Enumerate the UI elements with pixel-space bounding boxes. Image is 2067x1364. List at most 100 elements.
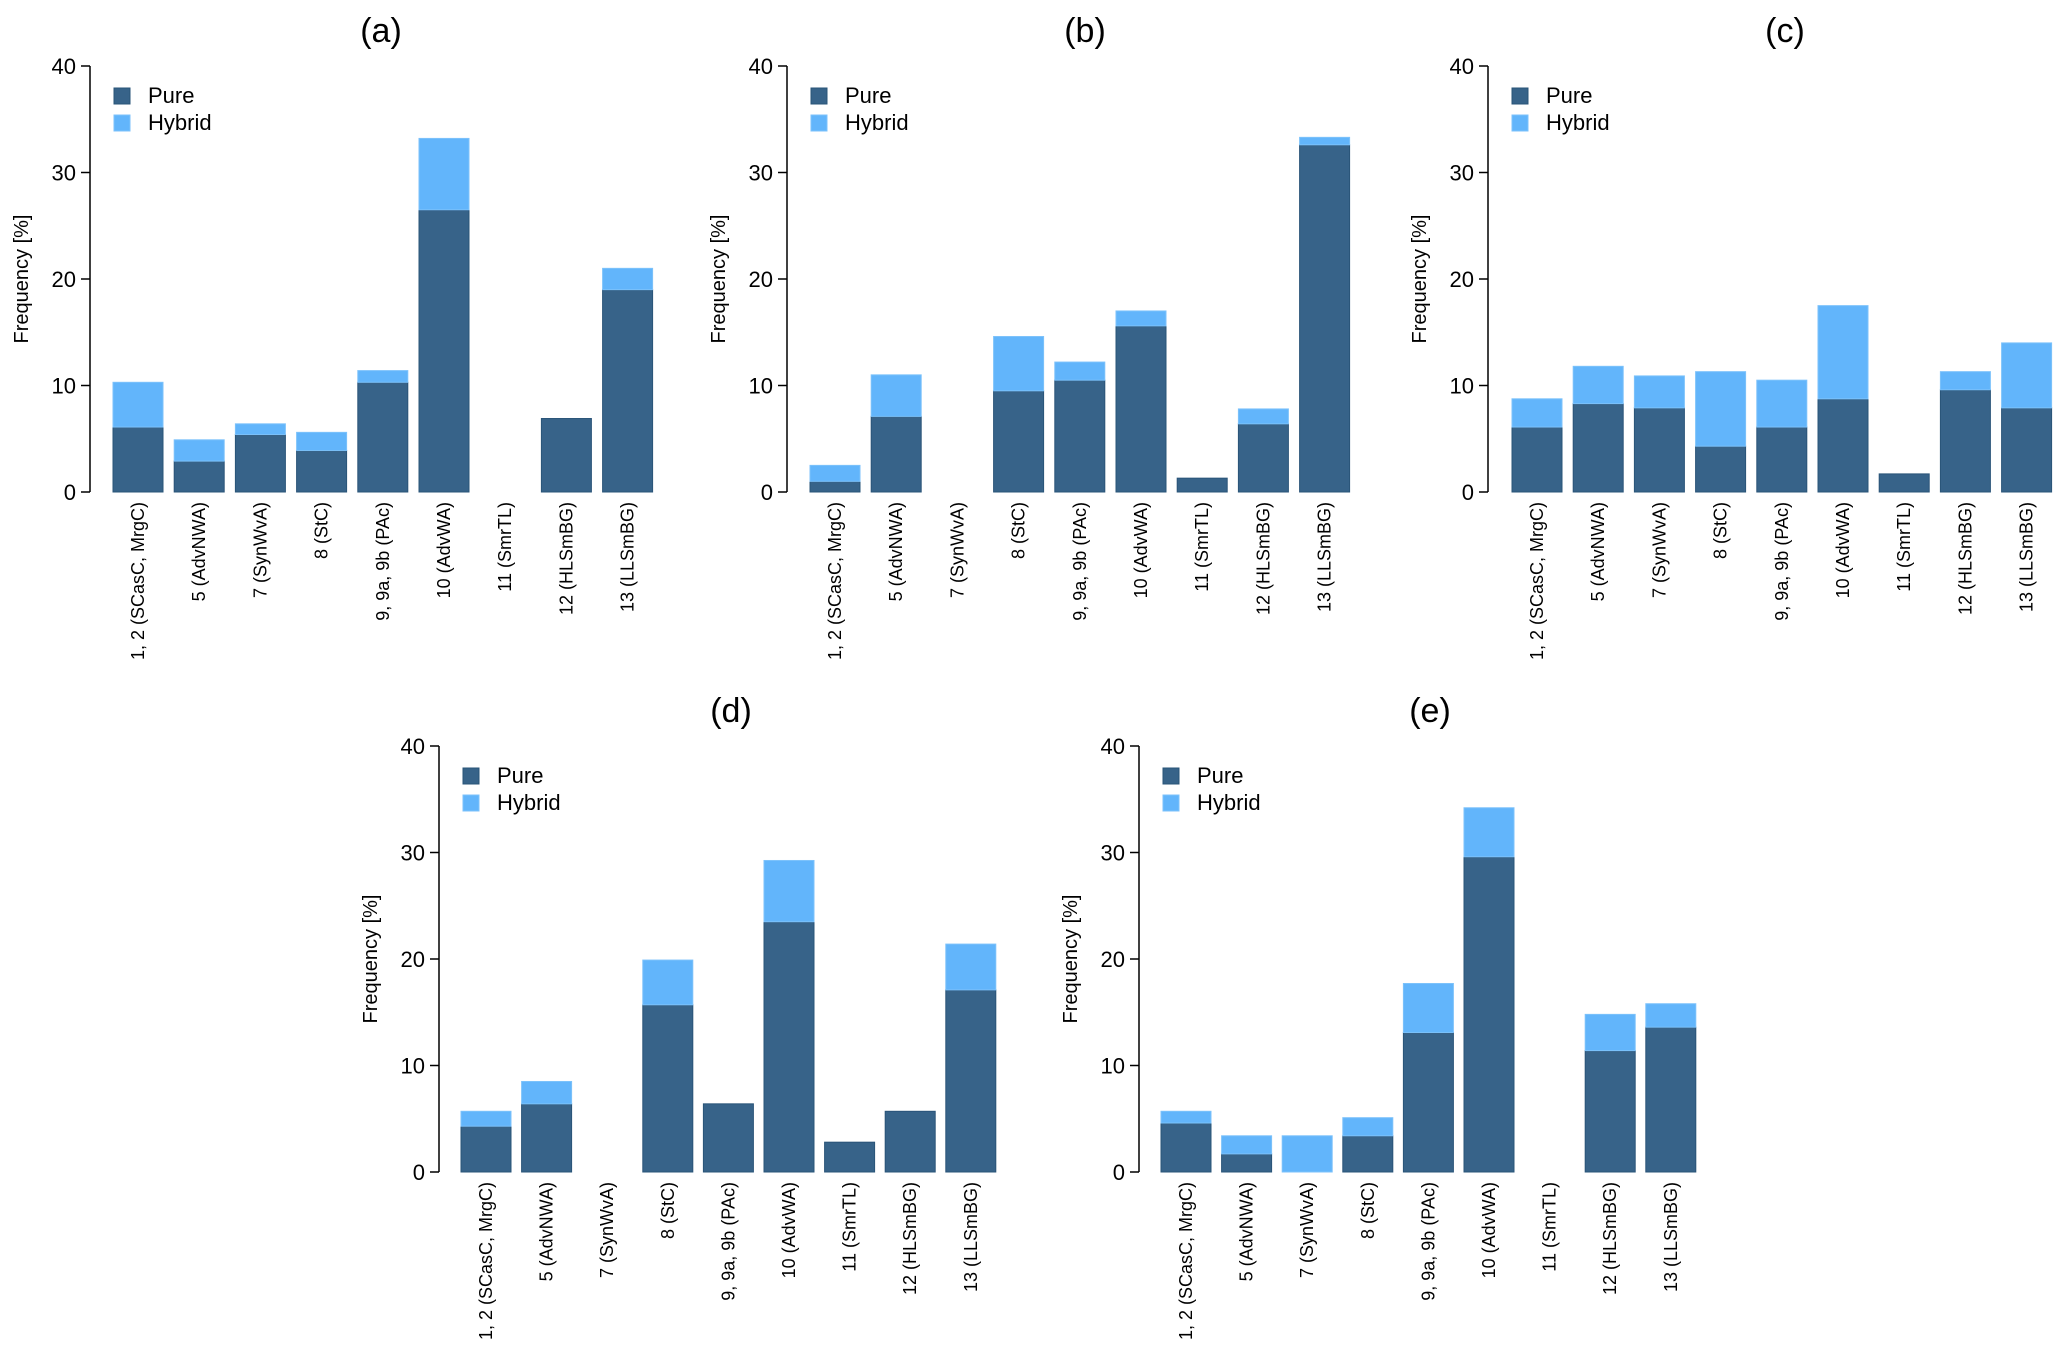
bar-hybrid[interactable] [173,439,225,462]
bar-pure[interactable] [945,989,997,1173]
bar-pure[interactable] [234,433,286,493]
bar-pure[interactable] [1572,403,1624,493]
bar-hybrid[interactable] [1463,807,1515,858]
bar-pure[interactable] [1633,407,1685,493]
x-tick-label: 10 (AdvWA) [1833,502,1853,598]
bar-hybrid[interactable] [357,370,409,383]
legend-swatch-pure [1162,767,1180,785]
x-tick-label: 11 (SmrTL) [840,1182,860,1272]
chart-title: (c) [1765,12,1805,50]
bar-hybrid[interactable] [1633,375,1685,409]
x-tick-label: 9, 9a, 9b (PAc) [718,1182,738,1301]
y-tick-label: 30 [749,161,773,186]
bar-hybrid[interactable] [1511,398,1563,428]
bar-hybrid[interactable] [1299,136,1351,146]
bar-pure[interactable] [1463,856,1515,1173]
bar-pure[interactable] [1299,144,1351,493]
bar-hybrid[interactable] [234,423,286,435]
bar-hybrid[interactable] [1054,361,1106,381]
bar-pure[interactable] [1054,379,1106,493]
legend-label-hybrid: Hybrid [1546,110,1610,135]
bar-pure[interactable] [809,480,861,493]
x-tick-label: 12 (HLSmBG) [1253,502,1273,615]
bar-pure[interactable] [1342,1135,1394,1173]
x-tick-label: 7 (SynWvA) [597,1182,617,1278]
bar-hybrid[interactable] [418,137,470,211]
bar-hybrid[interactable] [1221,1135,1273,1155]
bar-pure[interactable] [1939,389,1991,493]
x-tick-label: 10 (AdvWA) [779,1182,799,1278]
bar-pure[interactable] [296,449,348,493]
bar-hybrid[interactable] [296,431,348,451]
bar-hybrid[interactable] [1237,408,1289,425]
bar-pure[interactable] [1817,398,1869,493]
bar-hybrid[interactable] [460,1110,512,1127]
bar-pure[interactable] [1402,1031,1454,1173]
bar-hybrid[interactable] [2001,342,2053,409]
bar-pure[interactable] [540,418,592,493]
bar-pure[interactable] [418,209,470,493]
bar-hybrid[interactable] [1817,305,1869,400]
bar-hybrid[interactable] [602,267,654,291]
legend-swatch-hybrid [810,114,828,132]
bar-hybrid[interactable] [870,374,922,417]
bar-hybrid[interactable] [1939,371,1991,391]
x-tick-label: 11 (SmrTL) [495,502,515,592]
bar-pure[interactable] [1645,1026,1697,1173]
y-tick-label: 10 [1450,374,1474,399]
bar-pure[interactable] [1160,1122,1212,1173]
bar-hybrid[interactable] [1756,379,1808,428]
y-tick-label: 10 [52,374,76,399]
bar-pure[interactable] [870,415,922,493]
x-tick-label: 12 (HLSmBG) [556,502,576,615]
bar-hybrid[interactable] [1281,1135,1333,1173]
legend-label-pure: Pure [1546,83,1592,108]
bar-pure[interactable] [1115,325,1167,493]
bar-hybrid[interactable] [809,464,861,482]
bar-hybrid[interactable] [112,381,164,428]
bar-pure[interactable] [1584,1050,1636,1173]
bar-hybrid[interactable] [642,959,694,1006]
bar-hybrid[interactable] [1695,371,1747,447]
bar-pure[interactable] [173,460,225,493]
bar-pure[interactable] [1176,477,1228,493]
bar-pure[interactable] [1511,426,1563,493]
bar-pure[interactable] [1878,473,1930,493]
bar-pure[interactable] [357,381,409,493]
bar-pure[interactable] [602,289,654,493]
bar-hybrid[interactable] [1115,310,1167,327]
bar-pure[interactable] [763,921,815,1173]
x-tick-label: 10 (AdvWA) [1479,1182,1499,1278]
bar-hybrid[interactable] [763,859,815,923]
y-tick-label: 20 [749,267,773,292]
bar-hybrid[interactable] [521,1080,573,1105]
bar-pure[interactable] [702,1103,754,1173]
bar-pure[interactable] [642,1004,694,1173]
y-tick-label: 30 [401,841,425,866]
bar-hybrid[interactable] [1645,1003,1697,1028]
bar-pure[interactable] [460,1125,512,1173]
bar-pure[interactable] [824,1141,876,1173]
bar-hybrid[interactable] [1402,982,1454,1033]
bar-hybrid[interactable] [1160,1110,1212,1124]
bar-pure[interactable] [993,390,1045,493]
bar-hybrid[interactable] [1584,1013,1636,1052]
x-tick-label: 11 (SmrTL) [1540,1182,1560,1272]
x-tick-label: 8 (StC) [312,502,332,559]
bar-pure[interactable] [1237,423,1289,493]
bar-hybrid[interactable] [945,943,997,991]
bar-pure[interactable] [1695,445,1747,493]
x-tick-label: 8 (StC) [1711,502,1731,559]
y-tick-label: 0 [64,480,76,505]
bar-hybrid[interactable] [1572,365,1624,405]
bar-hybrid[interactable] [1342,1117,1394,1137]
bar-pure[interactable] [884,1110,936,1173]
bar-pure[interactable] [1756,426,1808,493]
bar-pure[interactable] [2001,407,2053,493]
bar-pure[interactable] [1221,1153,1273,1173]
bar-hybrid[interactable] [993,336,1045,392]
bar-pure[interactable] [112,426,164,493]
bar-pure[interactable] [521,1103,573,1173]
legend-label-pure: Pure [497,763,543,788]
